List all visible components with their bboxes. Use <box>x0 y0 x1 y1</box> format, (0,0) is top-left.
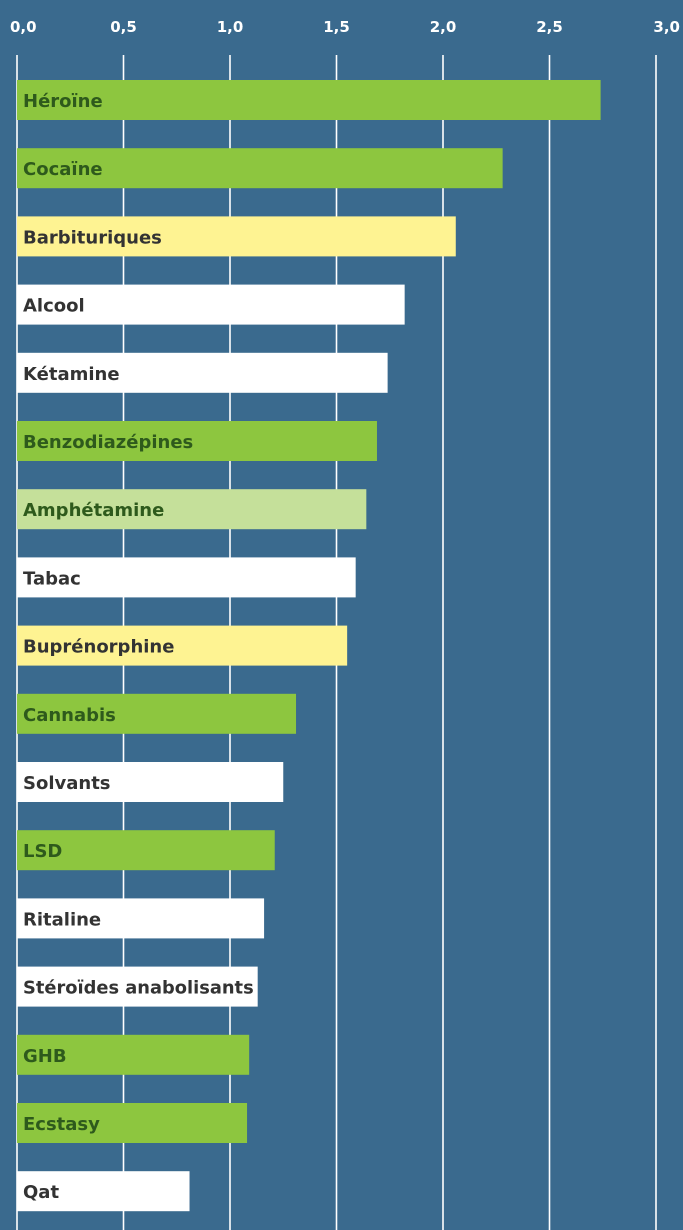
bar-label: Barbituriques <box>23 227 162 248</box>
bar-label: LSD <box>23 841 62 862</box>
bars: Héroïne Cocaïne Barbituriques Alcool Kétamin… <box>17 80 601 1212</box>
bar-label: Héroïne <box>23 91 103 112</box>
bar <box>17 216 456 257</box>
x-tick-label: 3,0 <box>653 18 680 36</box>
bar <box>17 80 601 120</box>
x-tick-label: 0,0 <box>10 18 37 36</box>
bar-label: Stéroïdes anabolisants <box>23 978 254 999</box>
x-axis-tick-labels: 0,0 0,5 1,0 1,5 2,0 2,5 3,0 <box>10 18 680 36</box>
bar-label: Tabac <box>23 568 81 589</box>
bar <box>17 1171 190 1212</box>
bar <box>17 489 367 530</box>
bar <box>17 898 265 939</box>
x-tick-label: 1,0 <box>217 18 244 36</box>
bar <box>17 762 284 802</box>
bar <box>17 557 356 598</box>
bar <box>17 421 377 461</box>
bar <box>17 1034 250 1075</box>
x-tick-label: 2,5 <box>536 18 563 36</box>
bar <box>17 1103 248 1143</box>
bar <box>17 352 388 393</box>
bar <box>17 148 503 189</box>
bar-label: Alcool <box>23 296 85 317</box>
bar-label: Benzodiazépines <box>23 432 193 453</box>
bar <box>17 830 275 871</box>
bar <box>17 693 297 734</box>
bar <box>17 284 405 325</box>
bar-label: Solvants <box>23 773 111 794</box>
bar-label: GHB <box>23 1046 67 1067</box>
bar-label: Kétamine <box>23 364 120 385</box>
bar-label: Cannabis <box>23 705 116 726</box>
bar-label: Cocaïne <box>23 159 103 180</box>
bar <box>17 966 258 1007</box>
bar-label: Amphétamine <box>23 500 164 521</box>
x-tick-label: 0,5 <box>110 18 137 36</box>
bar-label: Ritaline <box>23 909 101 930</box>
bar-label: Qat <box>23 1182 59 1203</box>
x-tick-label: 2,0 <box>430 18 457 36</box>
bar <box>17 625 348 666</box>
bar-label: Ecstasy <box>23 1114 100 1135</box>
bar-label: Buprénorphine <box>23 637 174 658</box>
x-tick-label: 1,5 <box>323 18 350 36</box>
